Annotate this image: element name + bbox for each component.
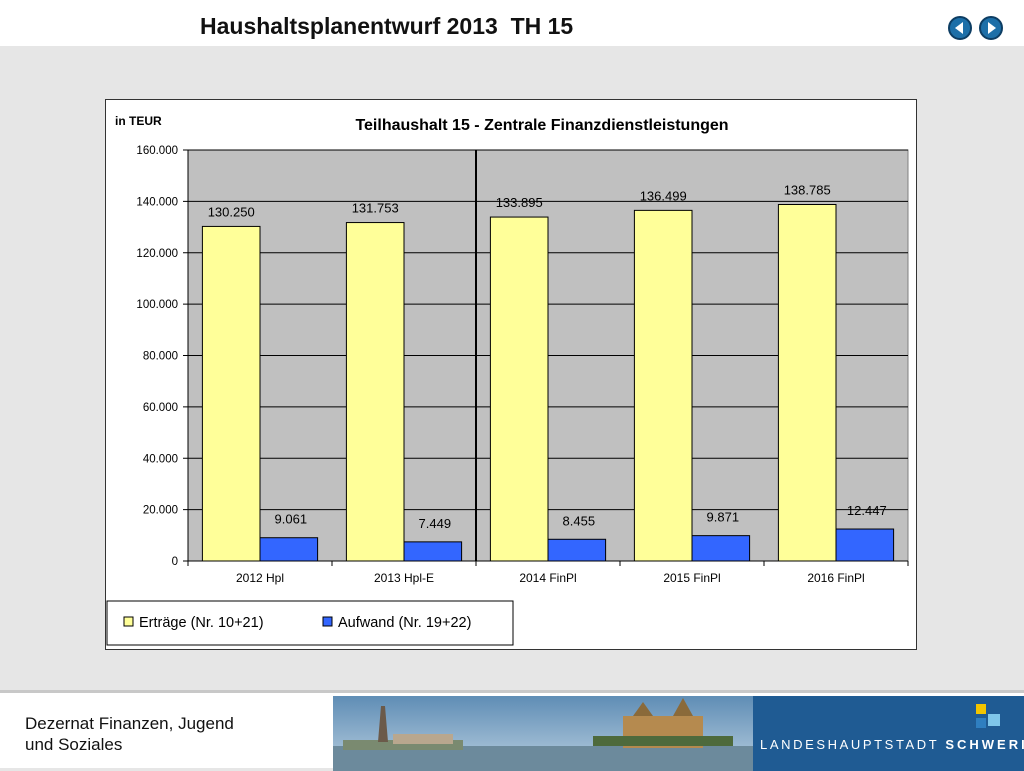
bar <box>633 209 693 562</box>
y-tick-label: 0 <box>172 556 178 568</box>
previous-slide-button[interactable] <box>948 16 972 40</box>
bar <box>403 541 463 562</box>
bar <box>777 203 837 562</box>
wordmark-name: SCHWERIN <box>945 737 1024 752</box>
bar-chart: 0 20.000 40.000 60.000 80.000 100.000 120.000 1… <box>106 114 909 646</box>
bar <box>691 535 751 562</box>
department-line-2: und Soziales <box>25 735 123 754</box>
data-label: 133.895 <box>496 195 543 210</box>
y-tick-label: 140.000 <box>136 196 178 208</box>
y-tick-label: 80.000 <box>143 351 178 363</box>
chevron-right-icon <box>988 22 996 34</box>
bar <box>489 216 549 562</box>
bar <box>201 225 261 562</box>
x-tick-label: 2015 FinPl <box>663 571 720 585</box>
wordmark-prefix: LANDESHAUPTSTADT <box>760 737 940 752</box>
data-label: 138.785 <box>784 182 831 197</box>
y-tick-label: 100.000 <box>136 299 178 311</box>
data-label: 130.250 <box>208 204 255 219</box>
data-label: 8.455 <box>563 513 596 528</box>
y-tick-label: 160.000 <box>136 145 178 157</box>
chevron-left-icon <box>955 22 963 34</box>
legend-swatch <box>322 616 333 627</box>
legend-label: Aufwand (Nr. 19+22) <box>338 615 471 631</box>
x-tick-label: 2013 Hpl-E <box>374 571 434 585</box>
bar <box>345 222 405 562</box>
y-axis-unit-label: in TEUR <box>115 114 162 128</box>
bar <box>835 528 895 562</box>
bar <box>259 537 319 562</box>
data-label: 7.449 <box>419 516 452 531</box>
x-tick-label: 2014 FinPl <box>519 571 576 585</box>
city-banner-image <box>333 696 1024 771</box>
y-tick-label: 120.000 <box>136 248 178 260</box>
y-tick-label: 60.000 <box>143 402 178 414</box>
legend-label: Erträge (Nr. 10+21) <box>139 615 264 631</box>
next-slide-button[interactable] <box>979 16 1003 40</box>
data-label: 131.753 <box>352 201 399 216</box>
chart-frame: 0 20.000 40.000 60.000 80.000 100.000 120.000 1… <box>105 99 917 650</box>
x-tick-label: 2012 Hpl <box>236 571 284 585</box>
data-label: 136.499 <box>640 188 687 203</box>
city-wordmark: LANDESHAUPTSTADT SCHWERIN <box>760 737 1024 752</box>
department-line-1: Dezernat Finanzen, Jugend <box>25 714 234 733</box>
y-tick-label: 40.000 <box>143 453 178 465</box>
department-name: Dezernat Finanzen, Jugend und Soziales <box>25 713 325 755</box>
data-label: 9.871 <box>707 510 740 525</box>
footer: Dezernat Finanzen, Jugend und Soziales <box>0 690 1024 771</box>
page-title: Haushaltsplanentwurf 2013 TH 15 <box>200 13 574 39</box>
legend-swatch <box>123 616 134 627</box>
y-tick-label: 20.000 <box>143 505 178 517</box>
legend-box <box>106 600 514 646</box>
x-tick-label: 2016 FinPl <box>807 571 864 585</box>
data-label: 12.447 <box>847 503 887 518</box>
header-bar: Haushaltsplanentwurf 2013 TH 15 <box>0 0 1024 46</box>
chart-title: Teilhaushalt 15 - Zentrale Finanzdienstl… <box>355 117 728 134</box>
bar <box>547 538 607 562</box>
data-label: 9.061 <box>275 512 308 527</box>
